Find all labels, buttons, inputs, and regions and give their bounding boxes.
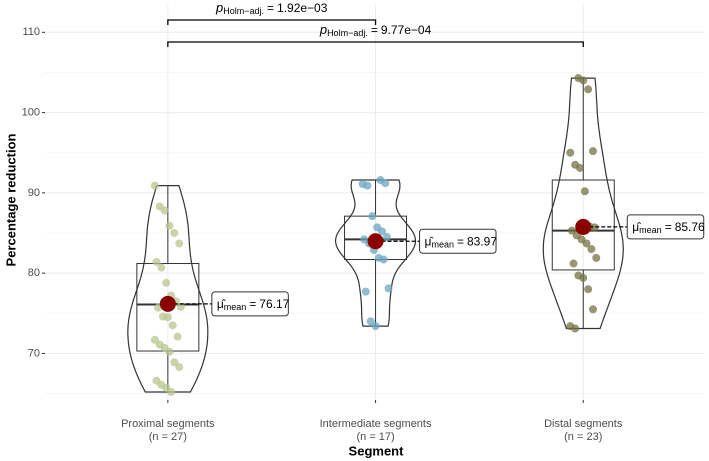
p-subscript: Holm−adj. (223, 6, 264, 16)
data-point (384, 284, 393, 293)
x-tick-label: Proximal segments (121, 418, 215, 430)
mean-point (575, 218, 592, 235)
mean-label-box (626, 214, 705, 240)
y-tick-label: 90 (28, 187, 40, 199)
data-point (361, 287, 370, 296)
p-symbol: p (215, 0, 223, 15)
x-axis-title: Segment (349, 443, 405, 458)
mean-point (367, 233, 384, 250)
data-point (381, 179, 390, 188)
mean-label: μ̂mean = 76.17 (217, 297, 290, 312)
p-value: 1.92e−03 (277, 1, 328, 15)
data-point (163, 313, 172, 322)
data-point (584, 85, 593, 94)
data-point (173, 332, 182, 341)
data-point (152, 257, 161, 266)
mean-label-box (211, 291, 289, 317)
mean-value: 83.97 (467, 234, 497, 248)
data-point (170, 358, 179, 367)
data-point (580, 187, 589, 196)
x-tick-sublabel: (n = 27) (149, 431, 187, 443)
data-point (175, 239, 184, 248)
data-point (157, 263, 166, 272)
data-point (379, 255, 388, 264)
x-tick-label: Distal segments (544, 418, 623, 430)
data-point (162, 278, 171, 287)
violin (334, 179, 417, 327)
data-point (587, 245, 596, 254)
data-point (176, 302, 185, 311)
p-subscript: Holm−adj. (327, 28, 368, 38)
data-point (368, 212, 377, 221)
data-point (592, 253, 601, 262)
significance-bracket (167, 41, 584, 47)
data-point (378, 227, 387, 236)
data-point (589, 305, 597, 314)
data-point (590, 223, 599, 232)
mean-label: μ̂mean = 85.76 (632, 220, 705, 235)
x-tick-label: Intermediate segments (320, 418, 432, 430)
p-equals: = (267, 1, 274, 15)
data-point (579, 273, 588, 282)
data-point (165, 347, 174, 356)
mean-label: μ̂mean = 83.97 (425, 234, 498, 249)
p-value: 9.77e−04 (381, 23, 432, 37)
mean-equals: = (457, 234, 464, 248)
box (551, 179, 615, 271)
mean-point (159, 295, 176, 312)
y-tick-label: 70 (28, 347, 40, 359)
data-point (160, 206, 169, 215)
data-point (571, 324, 580, 333)
significance-label: pHolm−adj. = 9.77e−04 (319, 22, 432, 38)
mean-subscript: mean (431, 240, 454, 250)
data-point (589, 147, 597, 156)
y-tick-label: 100 (22, 106, 40, 118)
data-point (170, 229, 179, 238)
data-point (576, 163, 584, 172)
y-tick-label: 80 (28, 267, 40, 279)
significance-bracket (167, 19, 377, 25)
data-point (569, 259, 578, 268)
data-point (150, 181, 159, 190)
data-point (382, 233, 391, 242)
data-point (150, 335, 159, 344)
y-axis-title: Percentage reduction (3, 133, 18, 266)
data-point (567, 226, 576, 235)
data-point (366, 317, 375, 326)
mean-symbol: μ̂ (632, 220, 641, 234)
mean-equals: = (249, 297, 256, 311)
data-point (584, 285, 593, 294)
data-point (168, 321, 177, 330)
mean-subscript: mean (224, 302, 247, 312)
mean-symbol: μ̂ (217, 297, 226, 311)
mean-value: 76.17 (259, 297, 289, 311)
mean-value: 85.76 (675, 220, 705, 234)
x-tick-sublabel: (n = 17) (356, 431, 394, 443)
data-point (363, 181, 372, 190)
violin (542, 77, 624, 330)
mean-symbol: μ̂ (425, 234, 434, 248)
data-point (579, 76, 588, 85)
data-point (175, 363, 184, 372)
significance-label: pHolm−adj. = 1.92e−03 (215, 0, 328, 16)
x-tick-sublabel: (n = 23) (564, 431, 602, 443)
data-point (371, 322, 380, 331)
y-tick-label: 110 (22, 26, 40, 38)
p-equals: = (371, 23, 378, 37)
data-point (566, 148, 575, 157)
p-symbol: p (319, 22, 327, 37)
mean-equals: = (665, 220, 672, 234)
data-point (582, 239, 591, 248)
data-point (165, 221, 174, 230)
data-point (167, 387, 176, 396)
mean-subscript: mean (639, 225, 662, 235)
mean-label-box (419, 228, 497, 254)
